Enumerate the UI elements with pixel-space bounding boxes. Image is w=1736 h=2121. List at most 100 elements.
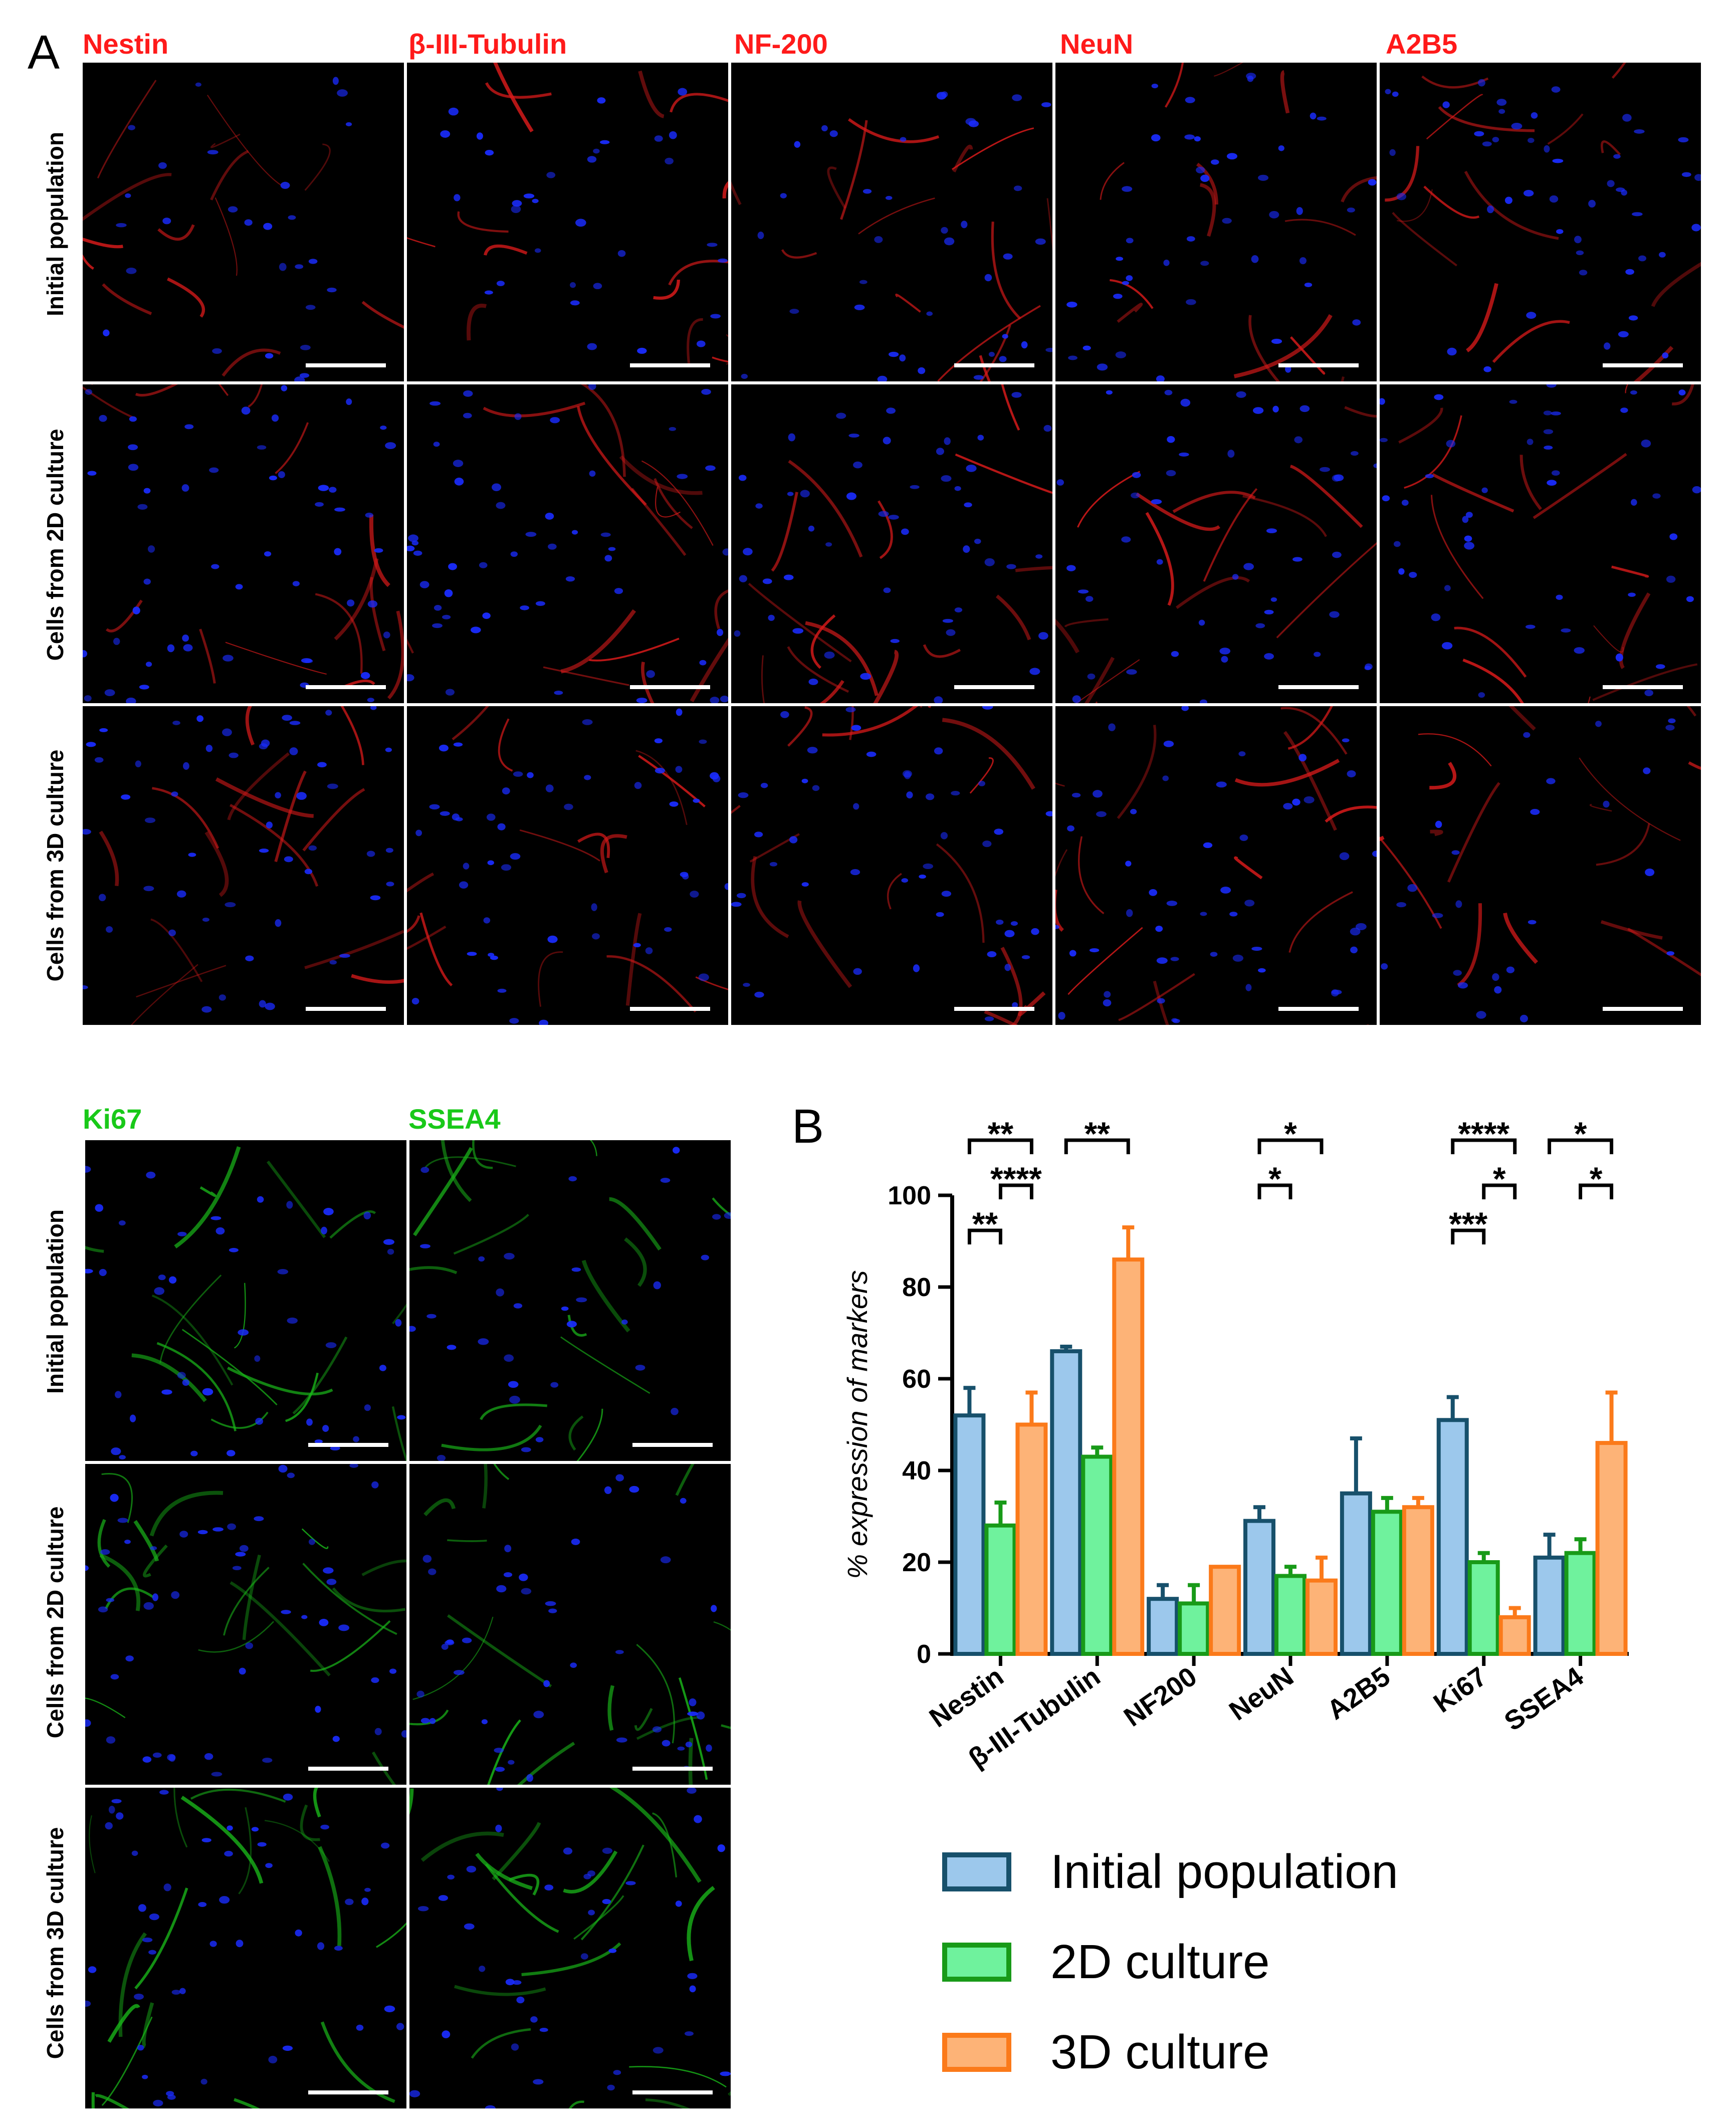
legend-item-3d-culture: 3D culture: [942, 2025, 1270, 2080]
y-tick-label: 40: [902, 1456, 931, 1486]
scale-bar: [306, 685, 386, 689]
bar-3d-culture-neun: [1306, 1578, 1338, 1656]
scale-bar: [630, 363, 710, 367]
micrograph-a2b5-cells-from-3d-culture: [1380, 706, 1701, 1025]
row-label-2d-culture-a: Cells from 2D culture: [42, 429, 68, 661]
bar-2d-culture-nf200: [1178, 1601, 1210, 1656]
micrograph-neun-cells-from-3d-culture: [1055, 706, 1377, 1025]
bar-2d-culture-neun: [1274, 1574, 1307, 1656]
micrograph-neun-initial-population: [1055, 63, 1377, 381]
significance-label: **: [972, 1205, 998, 1242]
legend-label-initial-population: Initial population: [1050, 1845, 1398, 1898]
significance-label: *: [1590, 1160, 1603, 1197]
micrograph-iii-tubulin-initial-population: [407, 63, 728, 381]
marker-label-nf-200: NF-200: [734, 28, 828, 60]
significance-label: **: [988, 1115, 1014, 1152]
significance-bracket: [1257, 1183, 1292, 1199]
micrograph-nestin-cells-from-3d-culture: [83, 706, 404, 1025]
bar-3d-culture-iii-tubulin: [1112, 1257, 1145, 1656]
bar-2d-culture-iii-tubulin: [1081, 1454, 1114, 1656]
bar-initial-population-a2b5: [1340, 1491, 1372, 1656]
micrograph-nf-200-cells-from-3d-culture: [731, 706, 1052, 1025]
micrograph-nf-200-initial-population: [731, 63, 1052, 381]
micrograph-ssea4-initial-population: [409, 1140, 731, 1461]
significance-label: *: [1493, 1160, 1506, 1197]
bar-chart: B 0 20 40 60 80 100 % expression of markers Nest…: [792, 1100, 1629, 1774]
significance-label: *: [1268, 1160, 1281, 1197]
bar-2d-culture-nestin: [984, 1523, 1017, 1656]
row-label-2d-culture-c: Cells from 2D culture: [42, 1506, 68, 1739]
bar-initial-population-nestin: [953, 1413, 986, 1656]
scale-bar: [1603, 1007, 1683, 1011]
bar-2d-culture-a2b5: [1371, 1510, 1403, 1656]
bar-3d-culture-nestin: [1015, 1422, 1048, 1656]
bar-initial-population-ki67: [1436, 1418, 1469, 1656]
x-tick-label-neun: NeuN: [1224, 1661, 1299, 1727]
marker-label-a2b5: A2B5: [1386, 28, 1458, 60]
micrograph-ssea4-cells-from-3d-culture: [409, 1788, 731, 2108]
bar-3d-culture-ki67: [1498, 1615, 1531, 1656]
row-label-3d-culture-c: Cells from 3D culture: [42, 1827, 68, 2059]
scale-bar: [1603, 685, 1683, 689]
panel-a-image-grid: [83, 63, 1701, 1025]
micrograph-iii-tubulin-cells-from-3d-culture: [407, 706, 728, 1025]
micrograph-nf-200-cells-from-2d-culture: [731, 384, 1052, 703]
significance-label: ****: [990, 1160, 1042, 1197]
scale-bar: [630, 685, 710, 689]
legend-swatch-3d-culture: [942, 2033, 1011, 2072]
panel-a-letter: A: [28, 26, 60, 79]
marker-label-neun: NeuN: [1060, 28, 1134, 60]
significance-label: ***: [1449, 1205, 1487, 1242]
bar-3d-culture-ssea4: [1595, 1441, 1628, 1656]
bar-initial-population-iii-tubulin: [1050, 1349, 1082, 1656]
significance-bracket: [1482, 1183, 1517, 1199]
legend-label-2d-culture: 2D culture: [1050, 1935, 1270, 1989]
significance-label: ****: [1458, 1115, 1509, 1152]
micrograph-ssea4-cells-from-2d-culture: [409, 1464, 731, 1785]
significance-bracket: [1064, 1138, 1130, 1154]
bar-2d-culture-ki67: [1467, 1560, 1500, 1656]
scale-bar: [954, 363, 1034, 367]
scale-bar: [1278, 1007, 1359, 1011]
row-label-initial-population-c: Initial population: [42, 1209, 68, 1394]
marker-label-nestin: Nestin: [83, 28, 169, 60]
marker-label-beta-iii-tubulin: β-III-Tubulin: [408, 28, 567, 60]
micrograph-neun-cells-from-2d-culture: [1055, 384, 1377, 703]
micrograph-a2b5-cells-from-2d-culture: [1380, 384, 1701, 703]
x-tick-label-nf200: NF200: [1119, 1661, 1202, 1733]
significance-label: *: [1574, 1115, 1587, 1152]
y-tick-label: 60: [902, 1365, 931, 1394]
x-tick-label-ki67: Ki67: [1428, 1661, 1492, 1719]
panel-b-letter: B: [792, 1100, 824, 1153]
scale-bar: [954, 685, 1034, 689]
scale-bar: [306, 1007, 386, 1011]
x-tick-label-nestin: Nestin: [924, 1661, 1009, 1734]
legend-swatch-2d-culture: [942, 1943, 1011, 1982]
scale-bar: [308, 1443, 388, 1447]
micrograph-ki67-initial-population: [85, 1140, 406, 1461]
y-tick-label: 80: [902, 1273, 931, 1302]
scale-bar: [954, 1007, 1034, 1011]
scale-bar: [1278, 363, 1359, 367]
y-tick-label: 20: [902, 1548, 931, 1577]
y-tick-label: 0: [917, 1640, 931, 1669]
scale-bar: [308, 1767, 388, 1771]
panel-c-image-grid: [85, 1140, 731, 2108]
y-axis-label: % expression of markers: [841, 1270, 873, 1579]
significance-label: *: [1284, 1115, 1297, 1152]
bar-initial-population-neun: [1243, 1519, 1275, 1656]
scale-bar: [308, 2090, 388, 2094]
scale-bar: [1603, 363, 1683, 367]
significance-bracket: [1451, 1138, 1517, 1154]
micrograph-ki67-cells-from-3d-culture: [85, 1788, 406, 2108]
marker-label-ki67: Ki67: [83, 1103, 142, 1135]
legend-item-2d-culture: 2D culture: [942, 1935, 1270, 1990]
significance-bracket: [1548, 1138, 1614, 1154]
significance-bracket: [1579, 1183, 1614, 1199]
legend-swatch-initial-population: [942, 1852, 1011, 1891]
significance-bracket: [967, 1138, 1033, 1154]
bar-2d-culture-ssea4: [1564, 1551, 1597, 1656]
legend-label-3d-culture: 3D culture: [1050, 2025, 1270, 2079]
micrograph-ki67-cells-from-2d-culture: [85, 1464, 406, 1785]
x-tick-label-a2b5: A2B5: [1322, 1661, 1396, 1726]
